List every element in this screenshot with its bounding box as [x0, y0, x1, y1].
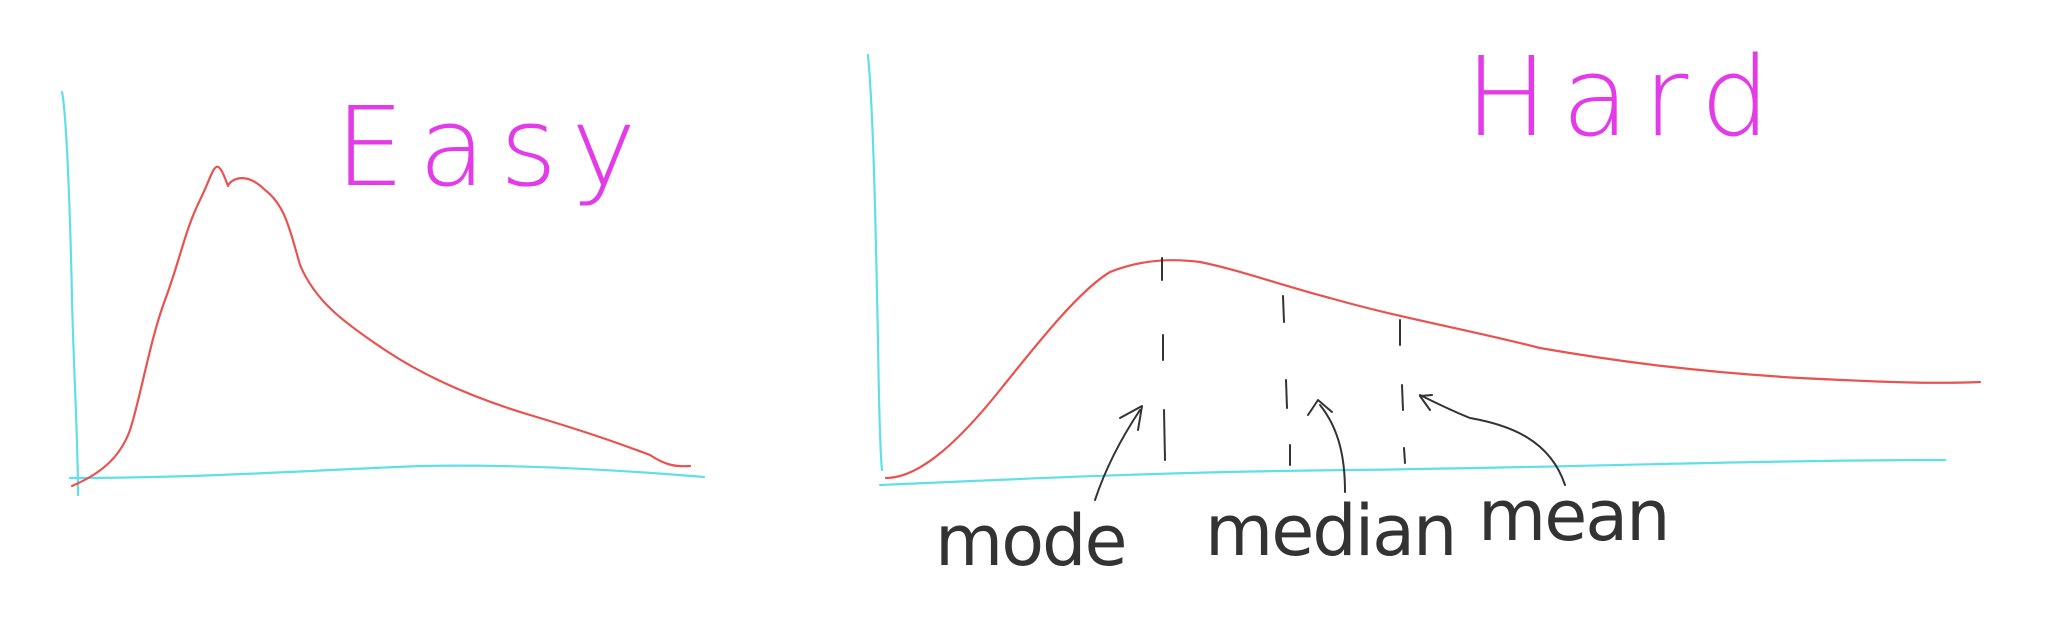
- mean-marker: [1399, 319, 1406, 464]
- median-arrow-icon: [1307, 399, 1346, 493]
- hard-skewed-curve: [884, 259, 1982, 480]
- easy-skewed-curve: [70, 165, 692, 488]
- mean-arrow-icon: [1419, 394, 1566, 486]
- median-label: median: [1205, 490, 1455, 572]
- easy-title: Easy: [335, 83, 650, 211]
- easy-panel: Easy: [60, 83, 706, 497]
- hard-y-axis: [866, 53, 884, 472]
- median-marker: [1282, 295, 1291, 466]
- mode-label: mode: [935, 500, 1126, 582]
- mean-label: mean: [1478, 475, 1669, 557]
- easy-y-axis: [60, 90, 80, 497]
- easy-x-axis: [68, 464, 706, 480]
- mode-marker: [1161, 257, 1166, 461]
- hard-panel: Hard mode median mean: [866, 33, 1982, 582]
- hard-x-axis: [878, 458, 1947, 487]
- hard-title: Hard: [1465, 33, 1784, 161]
- mode-arrow-icon: [1094, 405, 1143, 501]
